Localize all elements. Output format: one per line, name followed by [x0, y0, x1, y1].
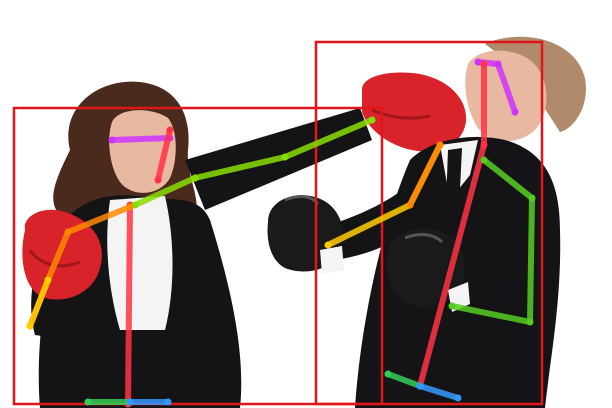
woman-bone-left-forearm: [27, 277, 51, 329]
person-woman: [22, 72, 467, 408]
woman-bone-right-arm-joint-3: [368, 116, 376, 124]
man-bone-right-arm-joint-2: [526, 318, 534, 326]
man-bone-head-joint-1: [494, 60, 502, 68]
black-boxing-glove-icon: [267, 195, 344, 274]
man-bone-right-hip: [385, 371, 423, 389]
woman-bone-head: [109, 135, 173, 143]
man-bone-right-arm-joint-0: [480, 156, 488, 164]
woman-bone-neck: [155, 127, 173, 183]
man-bone-left-hip: [417, 383, 461, 401]
woman-bone-neck-joint-1: [154, 176, 162, 184]
man-bone-head-joint-0: [474, 58, 482, 66]
detection-box-man: [314, 40, 544, 406]
man-bone-head-joint-2: [511, 108, 519, 116]
woman-bone-right-arm-joint-2: [281, 153, 289, 161]
woman-bone-left-forearm-joint-0: [44, 276, 52, 284]
man-bone-right-arm: [449, 157, 535, 325]
man-bone-left-upper-arm: [407, 142, 443, 208]
man-bone-right-arm-joint-3: [448, 302, 456, 310]
woman-bone-left-arm-joint-0: [126, 203, 134, 211]
man-bone-right-arm-joint-1: [528, 194, 536, 202]
woman-bone-left-hip-joint-0: [126, 398, 134, 406]
woman-bone-left-arm-joint-1: [64, 228, 72, 236]
man-bone-spine-joint-1: [480, 141, 488, 149]
man-right-arm: [460, 200, 539, 325]
man-bone-left-arm-joint-2: [324, 241, 332, 249]
man-bone-left-hip-joint-1: [454, 394, 462, 402]
man-bone-left-hip-joint-0: [416, 382, 424, 390]
detection-boxes: [12, 40, 544, 406]
man-bone-spine-joint-0: [480, 60, 488, 68]
woman-bone-head-joint-0: [108, 136, 116, 144]
woman-bone-neck-joint-0: [166, 126, 174, 134]
woman-shirt: [107, 196, 173, 330]
woman-bone-spine: [125, 202, 133, 407]
man-bone-left-upper-arm-joint-0: [436, 141, 444, 149]
pose-skeletons: [26, 58, 536, 408]
man-bone-right-hip-joint-0: [384, 370, 392, 378]
woman-bone-left-hip-joint-1: [164, 398, 172, 406]
woman-bone-right-arm: [132, 117, 375, 208]
man-bone-left-upper-arm-joint-1: [406, 201, 414, 209]
detection-box-woman: [12, 106, 384, 406]
woman-bone-right-arm-joint-1: [191, 174, 199, 182]
red-boxing-glove-icon: [362, 72, 467, 152]
woman-bone-left-forearm-joint-1: [26, 322, 34, 330]
woman-bone-right-hip-joint-0: [84, 398, 92, 406]
man-tie: [445, 148, 462, 232]
